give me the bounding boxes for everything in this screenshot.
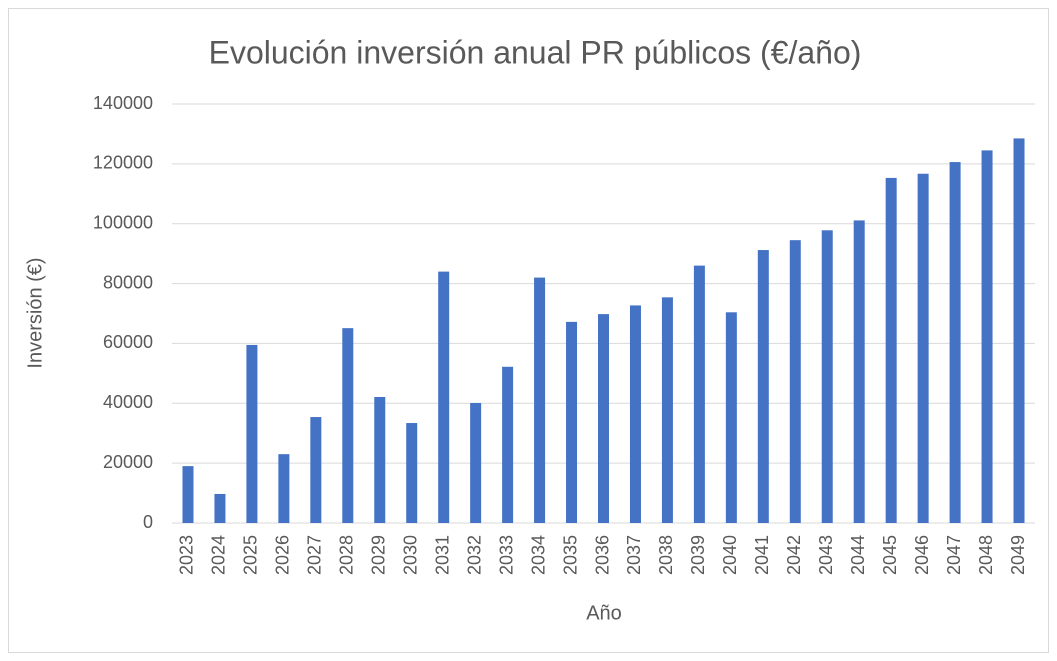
x-tick-label: 2036 [592,535,612,575]
bar [214,493,226,523]
chart-border [8,8,1049,653]
x-tick-label: 2025 [241,535,261,575]
bar [949,162,961,523]
bar [502,366,514,523]
bar [342,328,354,523]
bar [661,297,673,523]
x-tick-label: 2027 [305,535,325,575]
y-tick-label: 0 [143,512,153,532]
y-tick-label: 80000 [103,272,153,292]
bar [757,250,769,523]
x-tick-label: 2039 [688,535,708,575]
x-tick-label: 2023 [177,535,197,575]
bar [981,150,993,523]
bar [310,417,322,523]
x-tick-label: 2042 [784,535,804,575]
x-tick-label: 2040 [720,535,740,575]
bar [789,240,801,524]
y-tick-label: 100000 [93,212,153,232]
bar [438,271,450,523]
x-tick-label: 2037 [624,535,644,575]
bar [374,397,386,523]
bar [182,466,194,523]
x-axis-title: Año [586,602,622,624]
y-tick-label: 20000 [103,452,153,472]
bar [853,220,865,523]
x-tick-label: 2026 [273,535,293,575]
bar [470,402,482,523]
x-tick-label: 2034 [528,535,548,575]
bar [598,314,609,523]
bar [821,230,833,523]
bar [725,312,737,523]
bar [246,344,258,523]
x-tick-label: 2046 [912,535,932,575]
bar [534,277,546,523]
bar [278,454,290,523]
x-tick-label: 2029 [369,535,389,575]
x-tick-label: 2044 [848,535,868,575]
x-tick-label: 2032 [464,535,484,575]
x-tick-label: 2049 [1008,535,1028,575]
x-tick-label: 2031 [432,535,452,575]
y-tick-label: 40000 [103,392,153,412]
bar [693,265,705,523]
x-tick-label: 2033 [496,535,516,575]
x-tick-label: 2035 [560,535,580,575]
x-tick-label: 2024 [209,535,229,575]
x-tick-label: 2043 [816,535,836,575]
bar [917,173,929,523]
bar [1013,138,1025,524]
y-tick-label: 60000 [103,332,153,352]
x-tick-label: 2030 [400,535,420,575]
y-tick-label: 140000 [93,93,153,113]
x-tick-label: 2048 [976,535,996,575]
x-tick-label: 2047 [944,535,964,575]
chart-title: Evolución inversión anual PR públicos (€… [209,34,862,70]
bar [629,305,641,523]
x-tick-label: 2038 [656,535,676,575]
y-axis-title: Inversión (€) [24,257,46,368]
bar [885,177,897,523]
x-tick-label: 2041 [752,535,772,575]
bar [566,321,578,523]
y-tick-label: 120000 [93,153,153,173]
x-tick-label: 2045 [880,535,900,575]
bar [406,423,418,523]
x-tick-label: 2028 [337,535,357,575]
